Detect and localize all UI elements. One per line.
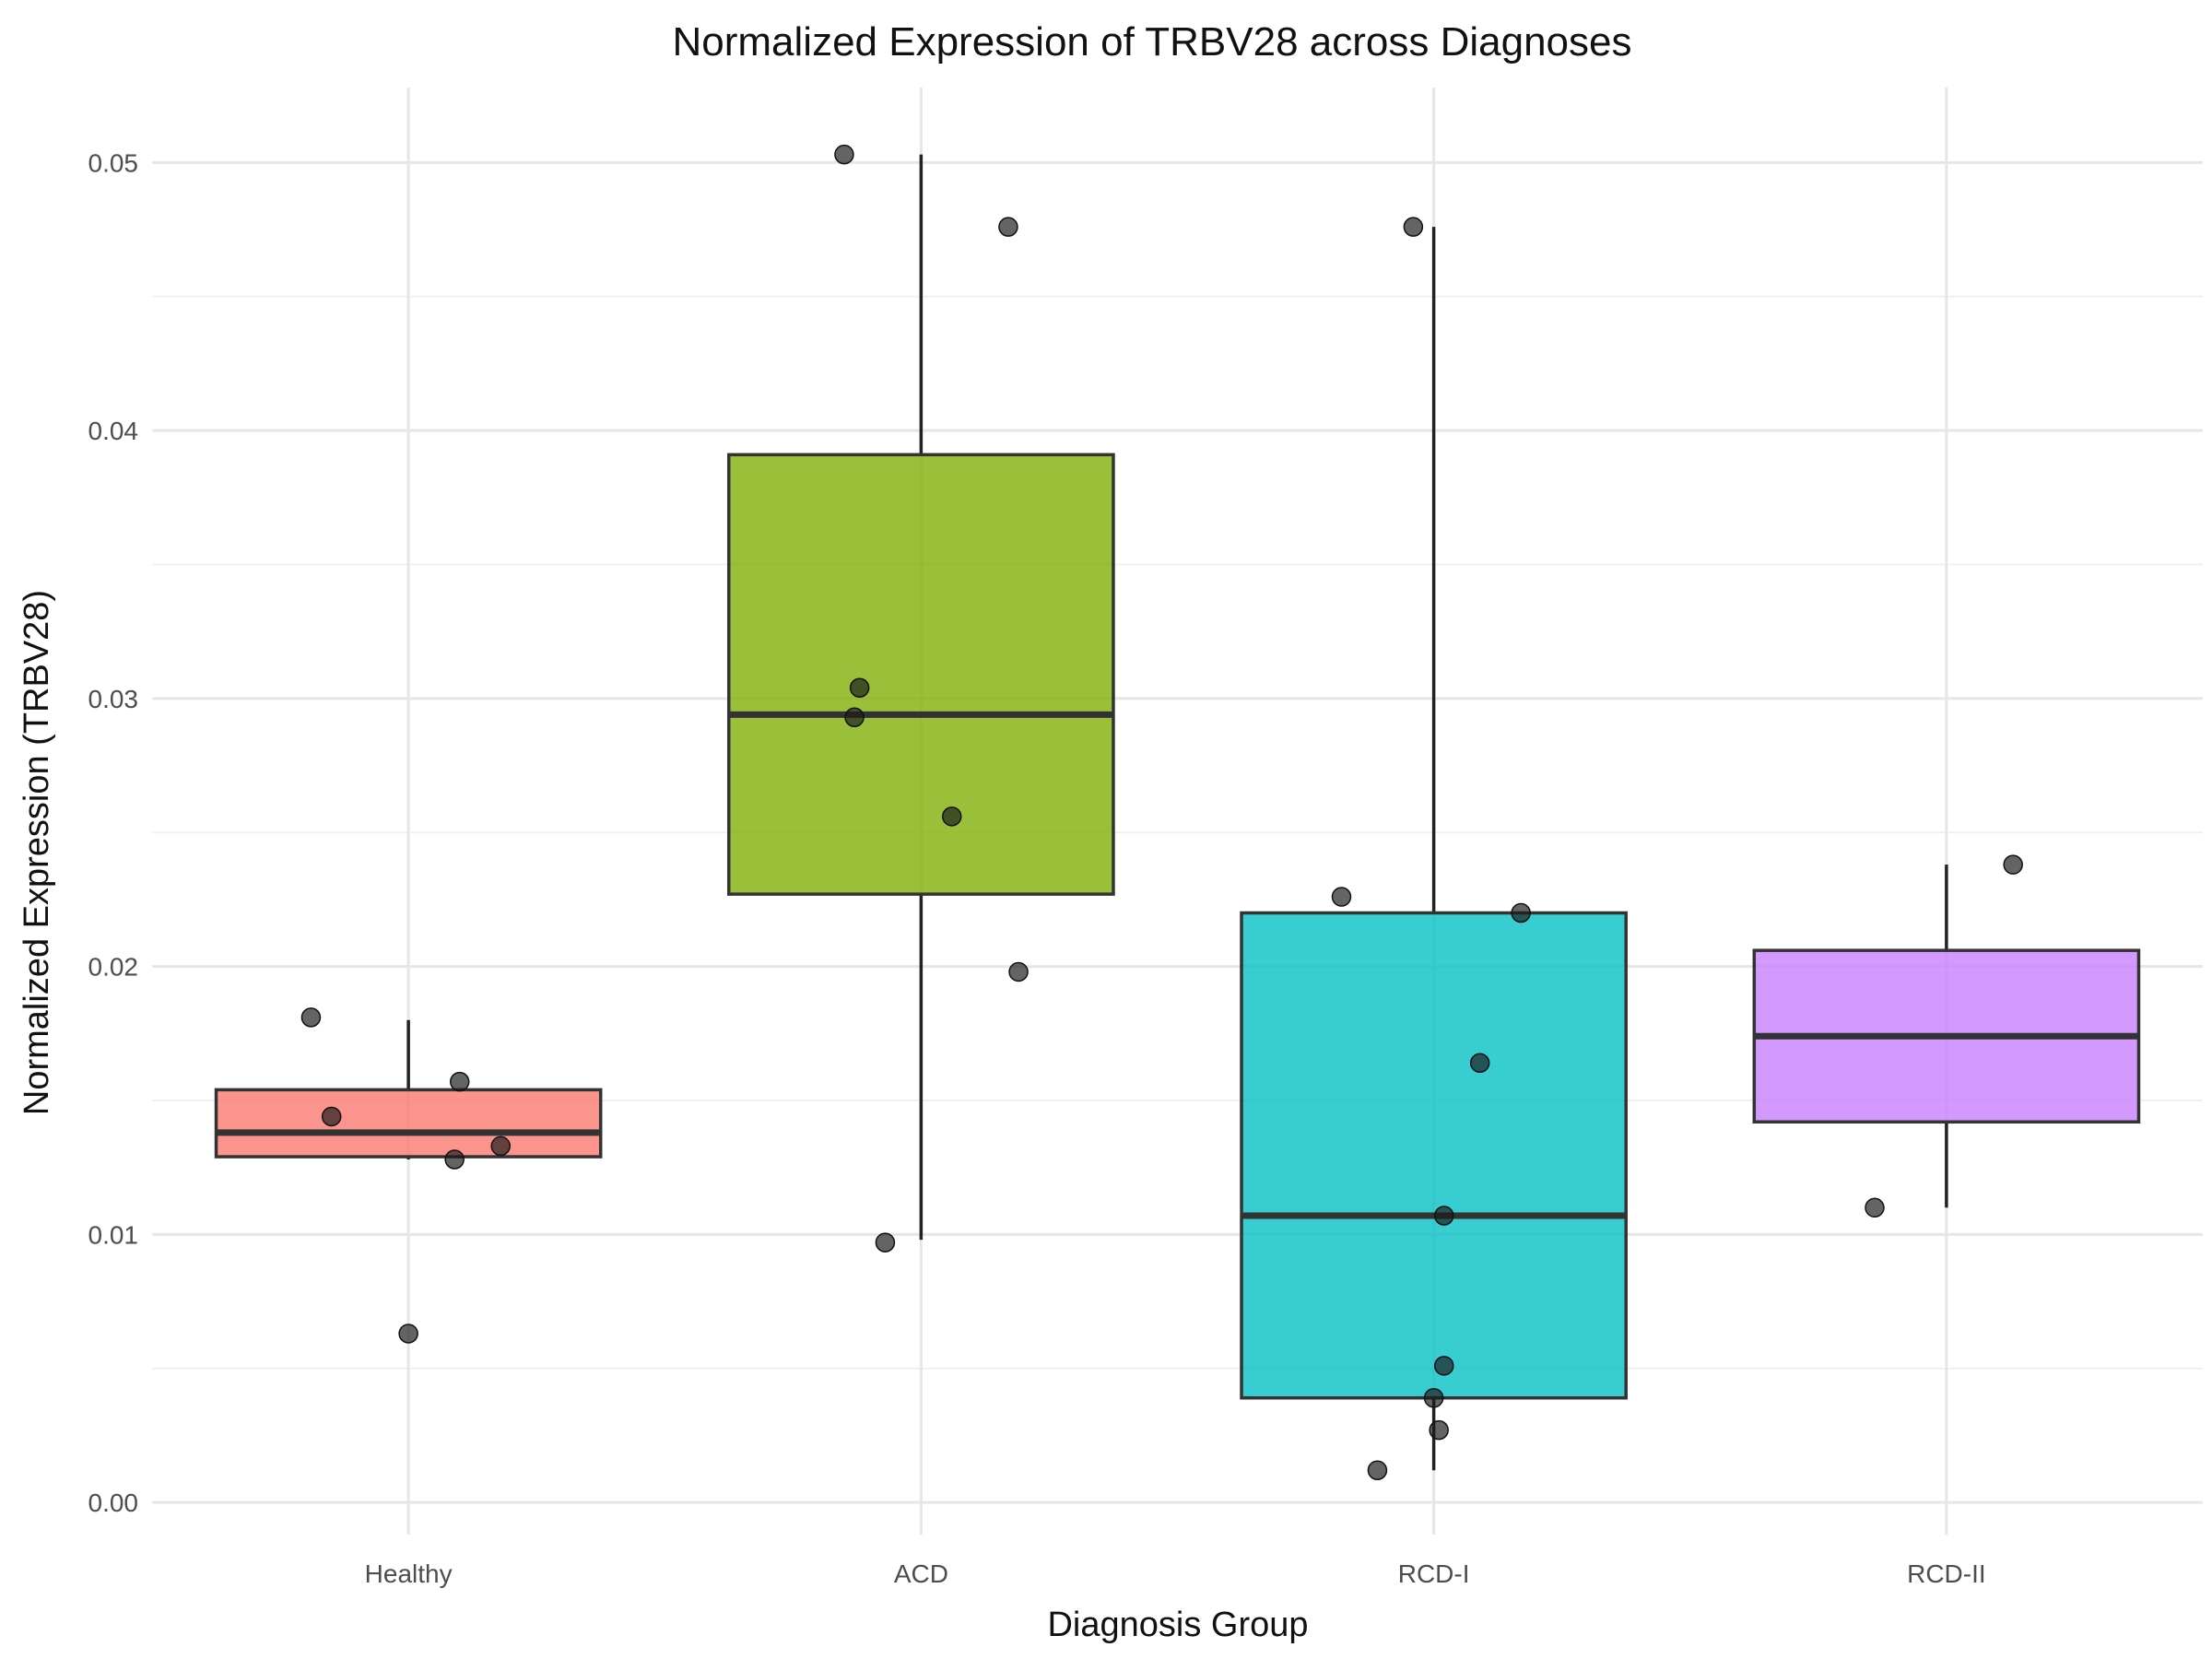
data-point xyxy=(1331,887,1352,907)
data-point xyxy=(1008,961,1029,982)
data-point xyxy=(1434,1206,1454,1226)
y-tick-label: 0.00 xyxy=(88,1488,139,1517)
box-healthy xyxy=(214,1019,603,1159)
data-point xyxy=(1511,902,1531,924)
y-tick-label: 0.05 xyxy=(88,148,139,177)
data-point xyxy=(942,806,962,827)
data-point xyxy=(398,1324,418,1344)
tick-labels: 0.00 0.01 0.02 0.03 0.04 0.05 Healthy ACD RCD-I R… xyxy=(88,148,1986,1588)
grid xyxy=(152,88,2203,1535)
data-point xyxy=(1423,1387,1444,1408)
data-point xyxy=(321,1106,342,1127)
data-point xyxy=(849,677,870,699)
chart-title: Normalized Expression of TRBV28 across D… xyxy=(673,19,1632,65)
boxes xyxy=(214,154,2141,1471)
box-rcd-ii xyxy=(1752,865,2141,1208)
box-acd xyxy=(727,154,1115,1241)
box-body xyxy=(214,1088,603,1159)
data-point xyxy=(998,217,1018,237)
x-tick-label: ACD xyxy=(894,1559,948,1588)
box-body xyxy=(1240,911,1628,1400)
x-tick-label: RCD-II xyxy=(1907,1559,1986,1588)
data-point xyxy=(1469,1053,1490,1074)
box-body xyxy=(727,453,1115,896)
data-point xyxy=(450,1071,470,1092)
y-tick-label: 0.02 xyxy=(88,953,139,982)
y-axis-label: Normalized Expression (TRBV28) xyxy=(18,590,56,1115)
data-point xyxy=(1434,1356,1454,1376)
data-point xyxy=(1367,1460,1388,1480)
x-tick-label: RCD-I xyxy=(1398,1559,1470,1588)
data-point xyxy=(1429,1419,1449,1441)
y-tick-label: 0.01 xyxy=(88,1220,139,1249)
points xyxy=(300,144,2023,1480)
data-point xyxy=(1403,217,1424,237)
y-tick-label: 0.04 xyxy=(88,417,139,445)
data-point xyxy=(444,1149,465,1170)
data-point xyxy=(875,1232,896,1253)
data-point xyxy=(834,144,854,165)
data-point xyxy=(490,1135,511,1157)
x-tick-label: Healthy xyxy=(365,1559,453,1588)
data-point xyxy=(300,1007,322,1028)
data-point xyxy=(1865,1197,1885,1218)
y-tick-label: 0.03 xyxy=(88,685,139,713)
data-point xyxy=(844,707,865,727)
x-axis-label: Diagnosis Group xyxy=(1047,1606,1308,1644)
box-rcd-i xyxy=(1240,227,1628,1471)
data-point xyxy=(2003,854,2023,875)
